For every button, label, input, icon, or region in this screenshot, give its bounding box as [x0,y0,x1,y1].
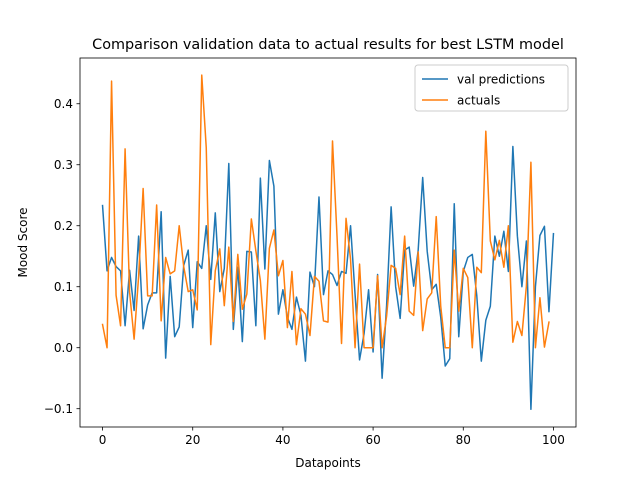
y-tick-label: 0.2 [54,219,73,233]
y-tick-label: −0.1 [44,402,73,416]
axes-frame [79,57,577,428]
x-tick-label: 40 [275,433,290,447]
legend-label: actuals [457,94,500,108]
legend: val predictions actuals [414,64,569,112]
legend-label: val predictions [457,73,545,87]
x-tick-label: 80 [456,433,471,447]
y-tick-label: 0.0 [54,341,73,355]
x-axis-title: Datapoints [295,456,361,470]
y-tick-label: 0.3 [54,158,73,172]
x-tick-label: 100 [542,433,565,447]
y-axis: −0.1 0.0 0.1 0.2 0.3 0.4 [44,97,80,416]
x-tick-label: 0 [99,433,107,447]
legend-box [414,64,569,112]
series-line-1 [101,74,550,349]
plot-area [79,57,577,428]
series-line-0 [101,145,555,411]
y-tick-label: 0.4 [54,97,73,111]
series-layer [101,74,555,411]
x-tick-label: 60 [365,433,380,447]
y-tick-label: 0.1 [54,280,73,294]
chart-title: Comparison validation data to actual res… [92,37,564,53]
y-axis-title: Mood Score [16,207,30,277]
x-tick-label: 20 [185,433,200,447]
x-axis: 0 20 40 60 80 100 [99,427,565,447]
